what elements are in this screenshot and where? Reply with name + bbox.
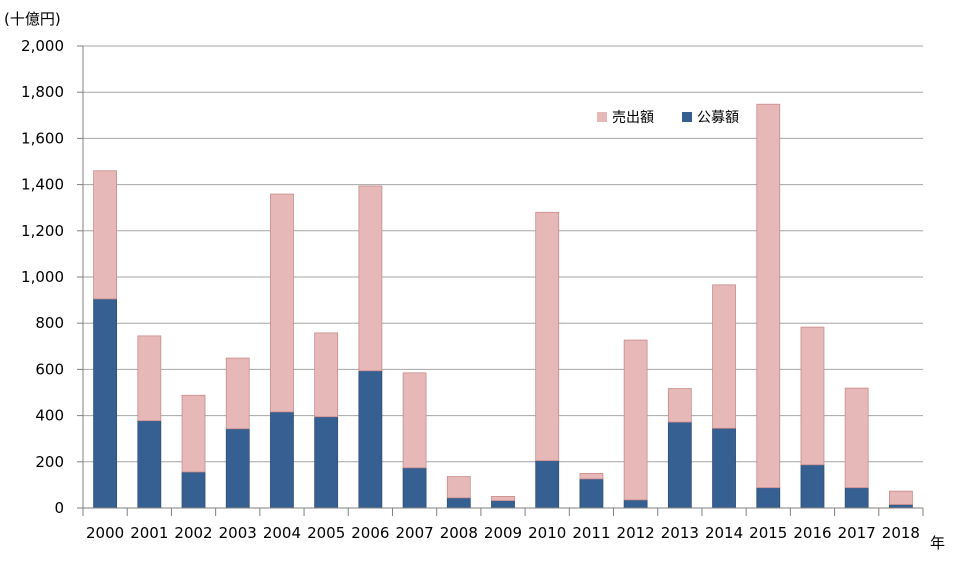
bar-2012-公募額 xyxy=(623,499,648,509)
bar-2013-売出額 xyxy=(667,388,692,423)
bar-2011-売出額 xyxy=(579,472,604,480)
bar-2014-公募額 xyxy=(712,427,736,509)
x-tick-label: 2013 xyxy=(661,524,699,542)
bar-2009-公募額 xyxy=(491,500,515,509)
legend-swatch xyxy=(682,112,692,122)
bar-2006-公募額 xyxy=(358,370,383,509)
y-tick-label: 0 xyxy=(54,499,64,517)
bar-2016-売出額 xyxy=(800,326,825,466)
y-tick-label: 1,800 xyxy=(21,83,64,101)
x-tick-label: 2014 xyxy=(705,524,743,542)
y-tick-label: 1,200 xyxy=(21,222,64,240)
x-tick-label: 2006 xyxy=(351,524,389,542)
gridlines xyxy=(83,45,923,463)
legend-label: 売出額 xyxy=(612,110,654,126)
x-tick-label: 2011 xyxy=(572,524,610,542)
x-tick-label: 2004 xyxy=(263,524,301,542)
bar-2005-公募額 xyxy=(314,416,339,509)
x-tick-label: 2005 xyxy=(307,524,345,542)
y-tick-label: 400 xyxy=(35,407,64,425)
x-tick-label: 2000 xyxy=(86,524,124,542)
x-tick-label: 2009 xyxy=(484,524,522,542)
x-tick-label: 2016 xyxy=(793,524,831,542)
x-unit-label: 年 xyxy=(930,534,945,552)
bar-2016-公募額 xyxy=(800,464,825,509)
bar-2011-公募額 xyxy=(579,478,604,509)
y-unit-label: (十億円) xyxy=(4,10,61,28)
y-tick-label: 800 xyxy=(35,314,64,332)
bars xyxy=(93,103,913,509)
bar-2002-公募額 xyxy=(181,471,206,509)
bar-2004-公募額 xyxy=(270,411,294,509)
bar-2010-公募額 xyxy=(535,460,560,509)
bar-2000-売出額 xyxy=(93,170,118,300)
x-tick-label: 2007 xyxy=(395,524,433,542)
bar-2013-公募額 xyxy=(667,421,692,509)
x-tick-labels: 2000 2001 2002 2003 2004 2005 2006 2007 2008 2009… xyxy=(86,524,920,542)
y-tick-label: 2,000 xyxy=(21,37,64,55)
x-tick-label: 2001 xyxy=(130,524,168,542)
bar-2017-公募額 xyxy=(844,487,869,509)
bar-2008-公募額 xyxy=(446,497,471,509)
y-tick-label: 600 xyxy=(35,360,64,378)
bar-2000-公募額 xyxy=(93,298,118,509)
y-tick-label: 1,000 xyxy=(21,268,64,286)
axes xyxy=(77,45,924,516)
bar-2006-売出額 xyxy=(358,185,383,372)
bar-2015-売出額 xyxy=(756,103,781,489)
bar-2005-売出額 xyxy=(314,332,339,418)
y-tick-labels: 0 200 400 600 800 1,000 1,200 1,400 1,600 1,800 2,… xyxy=(21,37,64,517)
bar-2001-公募額 xyxy=(137,420,162,509)
bar-2010-売出額 xyxy=(535,211,560,462)
x-tick-label: 2002 xyxy=(174,524,212,542)
bar-2009-売出額 xyxy=(491,496,515,502)
bar-2007-売出額 xyxy=(402,372,427,469)
bar-2014-売出額 xyxy=(712,284,736,429)
bar-2001-売出額 xyxy=(137,335,162,422)
legend: 売出額 公募額 xyxy=(597,110,739,126)
x-tick-label: 2015 xyxy=(749,524,787,542)
x-tick-label: 2012 xyxy=(617,524,655,542)
bar-2012-売出額 xyxy=(623,339,648,501)
legend-label: 公募額 xyxy=(697,110,739,126)
bar-2015-公募額 xyxy=(756,487,781,509)
legend-swatch xyxy=(597,112,607,122)
bar-2018-売出額 xyxy=(889,490,913,505)
bar-2008-売出額 xyxy=(446,476,471,499)
bar-2018-公募額 xyxy=(889,504,913,509)
x-tick-label: 2018 xyxy=(882,524,920,542)
x-tick-label: 2017 xyxy=(838,524,876,542)
bar-2007-公募額 xyxy=(402,467,427,509)
bar-2017-売出額 xyxy=(844,387,869,489)
bar-2002-売出額 xyxy=(181,394,206,473)
bar-2003-売出額 xyxy=(225,357,250,430)
y-tick-label: 1,400 xyxy=(21,176,64,194)
y-tick-label: 1,600 xyxy=(21,129,64,147)
y-tick-label: 200 xyxy=(35,453,64,471)
x-tick-label: 2010 xyxy=(528,524,566,542)
x-tick-label: 2008 xyxy=(440,524,478,542)
bar-2004-売出額 xyxy=(270,193,294,413)
bar-2003-公募額 xyxy=(225,428,250,509)
x-tick-label: 2003 xyxy=(219,524,257,542)
